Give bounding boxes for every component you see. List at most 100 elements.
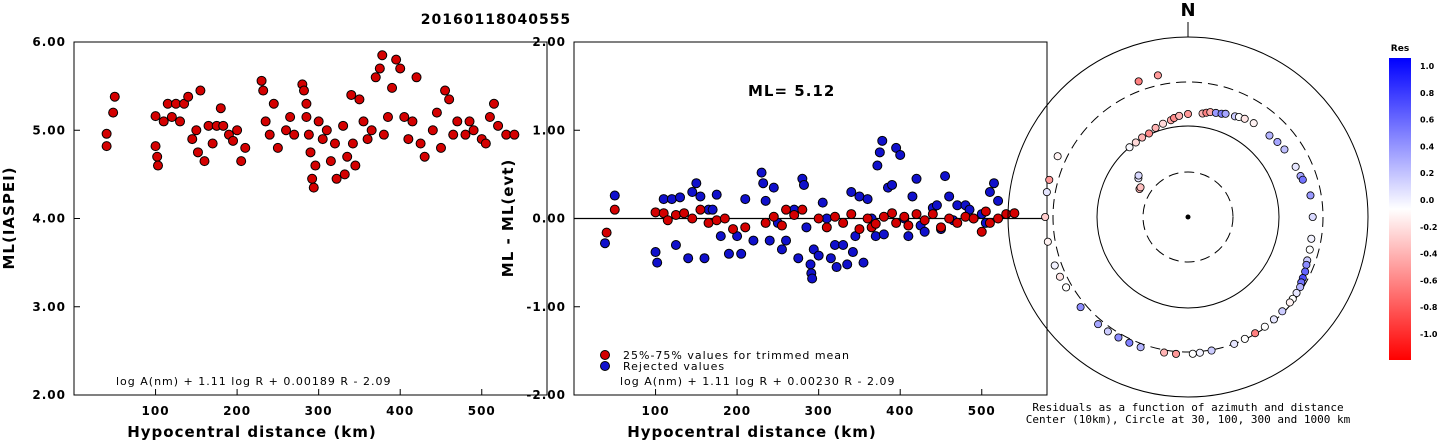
- data-point: [862, 213, 873, 224]
- data-point: [858, 257, 869, 268]
- left-x-axis-label: Hypocentral distance (km): [127, 423, 377, 441]
- y-tick-label: 6.00: [32, 35, 66, 49]
- y-tick-label: 3.00: [32, 300, 66, 314]
- station-marker: [1249, 119, 1258, 128]
- data-point: [183, 91, 194, 102]
- data-point: [452, 116, 463, 127]
- data-point: [911, 209, 922, 220]
- station-marker: [1172, 349, 1181, 358]
- data-point: [740, 194, 751, 205]
- station-marker: [1280, 145, 1289, 154]
- legend-label-trimmed: 25%-75% values for trimmed mean: [623, 349, 850, 362]
- data-point: [711, 189, 722, 200]
- data-point: [821, 213, 832, 224]
- data-point: [768, 211, 779, 222]
- data-point: [838, 217, 849, 228]
- data-point: [872, 160, 883, 171]
- data-point: [218, 120, 229, 131]
- data-point: [301, 98, 312, 109]
- data-point: [854, 191, 865, 202]
- data-point: [305, 147, 316, 158]
- middle-y-axis-label: ML - ML(evt): [499, 159, 517, 277]
- data-point: [228, 135, 239, 146]
- data-point: [152, 160, 163, 171]
- data-point: [281, 125, 292, 136]
- colorbar-tick-label: 0.2: [1420, 169, 1434, 178]
- data-point: [427, 125, 438, 136]
- colorbar-ticks: 1.0 0.8 0.6 0.4 0.2 0.0 -0.2 -0.4 -0.6 -0.8 -1.0: [1420, 62, 1437, 339]
- station-marker: [1151, 123, 1160, 132]
- station-marker: [1221, 109, 1230, 118]
- x-tick-label: 200: [223, 404, 251, 418]
- station-marker: [1269, 315, 1278, 324]
- data-point: [798, 179, 809, 190]
- data-point: [382, 112, 393, 123]
- data-point: [944, 191, 955, 202]
- data-point: [652, 257, 663, 268]
- station-marker: [1042, 188, 1051, 197]
- data-point: [891, 217, 902, 228]
- data-point: [658, 194, 669, 205]
- station-marker: [1134, 171, 1143, 180]
- data-point: [988, 178, 999, 189]
- data-point: [346, 89, 357, 100]
- middle-plot: 100 200 300 400 500 -2.00 -1.00 0.00 1.00 2.00 M…: [499, 35, 1048, 441]
- data-point: [980, 206, 991, 217]
- station-marker: [1094, 320, 1103, 329]
- y-tick-label: -1.00: [526, 300, 566, 314]
- data-point: [599, 238, 610, 249]
- station-marker: [1136, 183, 1145, 192]
- left-y-ticks: 2.00 3.00 4.00 5.00 6.00: [32, 35, 80, 402]
- data-point: [993, 195, 1004, 206]
- data-point: [728, 224, 739, 235]
- data-point: [207, 138, 218, 149]
- station-marker: [1302, 260, 1311, 269]
- data-point: [842, 259, 853, 270]
- data-point: [870, 231, 881, 242]
- station-marker: [1053, 152, 1062, 161]
- data-point: [847, 247, 858, 258]
- station-marker: [1138, 133, 1147, 142]
- data-point: [329, 138, 340, 149]
- data-point: [109, 91, 120, 102]
- y-tick-label: 5.00: [32, 123, 66, 137]
- station-marker: [1285, 298, 1294, 307]
- data-point: [411, 72, 422, 83]
- data-point: [166, 112, 177, 123]
- polar-caption-line2: Center (10km), Circle at 30, 100, 300 an…: [1026, 413, 1351, 426]
- epicenter-dot: [1185, 214, 1191, 220]
- colorbar-tick-label: -0.4: [1420, 250, 1437, 259]
- station-marker: [1175, 111, 1184, 120]
- station-marker: [1136, 343, 1145, 352]
- y-tick-label: 4.00: [32, 212, 66, 226]
- data-point: [878, 229, 889, 240]
- data-point: [387, 82, 398, 93]
- data-point: [240, 142, 251, 153]
- station-marker: [1188, 349, 1197, 358]
- station-marker: [1062, 283, 1071, 292]
- data-point: [907, 191, 918, 202]
- station-marker: [1305, 245, 1314, 254]
- data-point: [691, 178, 702, 189]
- data-point: [829, 211, 840, 222]
- station-marker: [1240, 114, 1249, 123]
- data-point: [758, 178, 769, 189]
- data-point: [831, 262, 842, 273]
- station-marker: [1041, 212, 1050, 221]
- data-point: [829, 239, 840, 250]
- data-point: [307, 173, 318, 184]
- x-tick-label: 100: [642, 404, 670, 418]
- ring-100km: [1096, 125, 1280, 309]
- data-point: [768, 182, 779, 193]
- data-point: [468, 125, 479, 136]
- data-point: [675, 192, 686, 203]
- station-marker: [1207, 346, 1216, 355]
- data-point: [666, 194, 677, 205]
- data-point: [944, 213, 955, 224]
- data-point: [488, 98, 499, 109]
- data-point: [935, 222, 946, 233]
- data-point: [192, 147, 203, 158]
- legend-marker-rejected: [600, 361, 610, 371]
- data-point: [431, 107, 442, 118]
